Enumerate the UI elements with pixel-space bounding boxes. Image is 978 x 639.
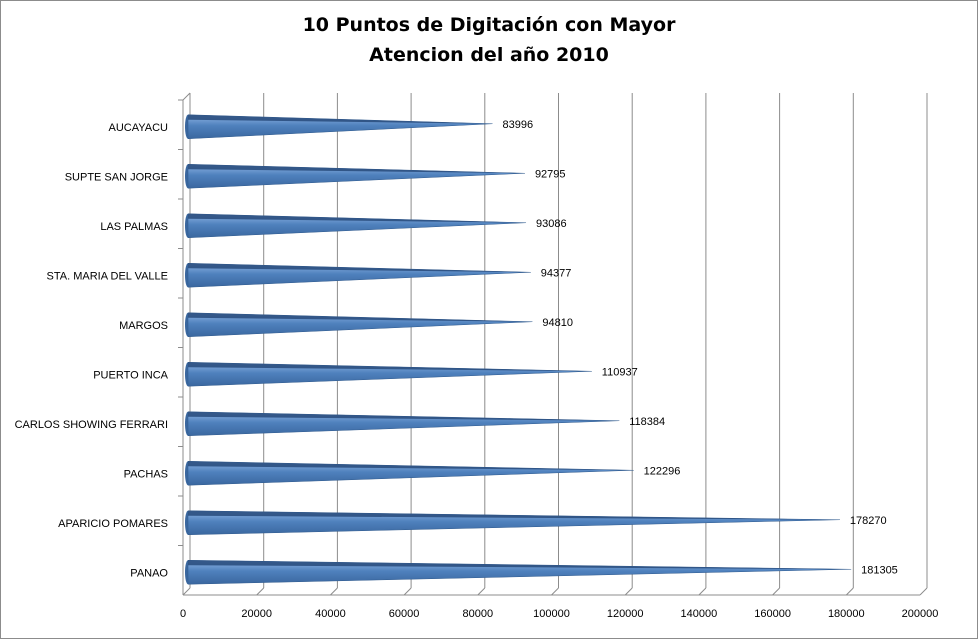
bar-top-face <box>188 164 525 174</box>
x-tick-label: 40000 <box>315 608 346 620</box>
bar-top-face <box>188 560 852 570</box>
bar-top-face <box>188 362 592 372</box>
x-tick-label: 80000 <box>463 608 494 620</box>
bar-top-face <box>188 213 527 223</box>
floor-line <box>624 587 633 596</box>
x-tick-label: 200000 <box>902 608 939 620</box>
data-label: 122296 <box>644 465 681 477</box>
floor-line <box>182 587 191 596</box>
bar-top-face <box>188 411 620 421</box>
data-label: 110937 <box>602 366 638 378</box>
data-label: 83996 <box>503 119 534 131</box>
floor-line <box>772 587 780 596</box>
floor-line <box>551 587 559 596</box>
category-label: PACHAS <box>124 468 168 480</box>
x-tick-label: 180000 <box>828 608 865 620</box>
category-label: AUCAYACU <box>109 122 169 134</box>
floor-line <box>845 587 854 596</box>
bar-layer <box>185 114 852 585</box>
x-tick-label: 100000 <box>533 608 570 620</box>
x-tick-label: 160000 <box>754 608 791 620</box>
floor-line <box>256 587 265 596</box>
bar-top-face <box>188 263 531 273</box>
floor-line <box>477 587 486 596</box>
bar-top-face <box>188 114 493 124</box>
category-label: PUERTO INCA <box>93 369 168 381</box>
x-tick-label: 60000 <box>389 608 420 620</box>
floor-line <box>919 587 928 596</box>
x-tick-label: 140000 <box>681 608 718 620</box>
data-label: 92795 <box>535 168 566 180</box>
floor-line <box>330 587 338 596</box>
wall-top-edge <box>182 92 191 101</box>
data-label: 181305 <box>861 564 898 576</box>
data-label: 178270 <box>850 515 887 527</box>
data-label: 94377 <box>541 267 572 279</box>
category-label: PANAO <box>130 567 168 579</box>
bar-top-face <box>188 510 840 520</box>
floor-line <box>698 587 707 596</box>
chart-title-line-1: 10 Puntos de Digitación con Mayor <box>302 14 676 36</box>
category-label: STA. MARIA DEL VALLE <box>47 270 168 282</box>
data-label: 118384 <box>629 416 665 428</box>
floor-line <box>403 587 412 596</box>
category-label: MARGOS <box>119 320 168 332</box>
category-label: CARLOS SHOWING FERRARI <box>15 419 168 431</box>
data-label: 94810 <box>542 317 573 329</box>
x-tick-label: 120000 <box>607 608 644 620</box>
data-label: 93086 <box>536 218 567 230</box>
category-label: SUPTE SAN JORGE <box>65 171 168 183</box>
category-label: LAS PALMAS <box>100 221 168 233</box>
label-layer: 0 20000 40000 60000 80000 100000 120000 140000 1… <box>15 119 939 620</box>
x-tick-label: 0 <box>180 608 186 620</box>
category-label: APARICIO POMARES <box>58 518 168 530</box>
chart-title-line-2: Atencion del año 2010 <box>369 44 609 66</box>
x-tick-label: 20000 <box>241 608 272 620</box>
bar-top-face <box>188 312 533 322</box>
bar-top-face <box>188 461 634 471</box>
